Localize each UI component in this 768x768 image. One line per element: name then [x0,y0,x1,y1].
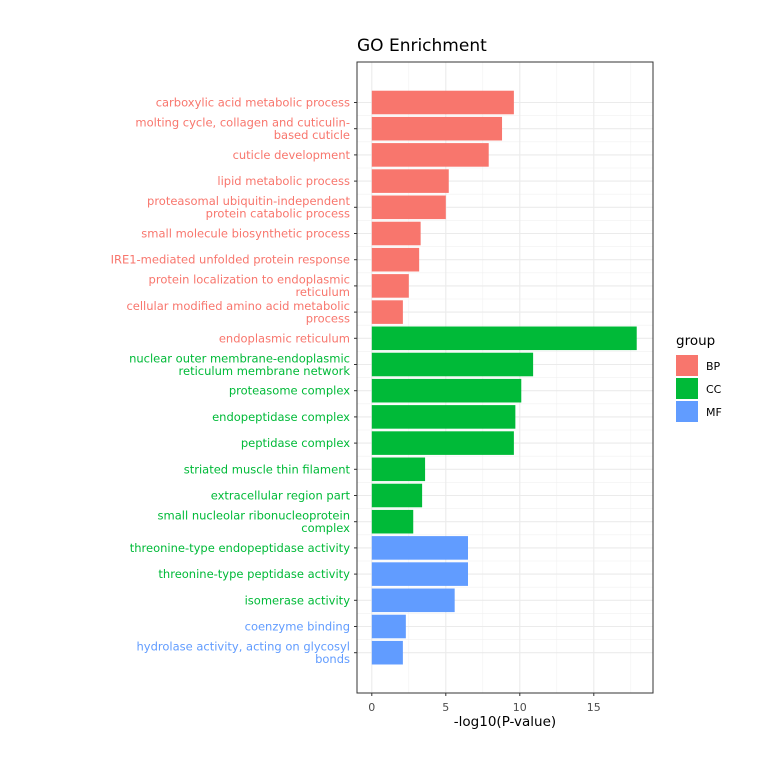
category-label-line: proteasomal ubiquitin-independent [147,194,350,208]
category-label-line: small nucleolar ribonucleoprotein [158,508,350,522]
category-label-line: small molecule biosynthetic process [141,227,350,241]
category-label: threonine-type peptidase activity [158,567,350,581]
category-label: striated muscle thin filament [184,462,351,476]
chart-title: GO Enrichment [357,36,487,56]
bar-cc [371,483,423,508]
category-label: isomerase activity [245,593,351,607]
category-label: proteasome complex [229,384,350,398]
x-tick-label: 0 [368,701,375,714]
bar-cc [371,326,637,351]
category-label-line: molting cycle, collagen and cuticulin- [135,115,350,129]
category-label-line: cellular modified amino acid metabolic [126,299,350,313]
category-label: nuclear outer membrane-endoplasmic reticu… [129,351,350,378]
bar-mf [371,640,403,665]
bar-bp [371,274,409,298]
category-label: lipid metabolic process [217,174,350,188]
category-label-line: endopeptidase complex [212,410,350,424]
x-axis-title: -log10(P-value) [454,714,556,730]
category-label: peptidase complex [241,436,350,450]
category-label-line: extracellular region part [211,489,351,503]
x-axis-ticks: 0 5 10 15 [368,693,601,714]
category-label: endopeptidase complex [212,410,350,424]
bar-cc [371,405,516,429]
category-label-line: process [306,311,350,325]
category-label-line: complex [301,521,350,535]
category-label-line: reticulum [295,285,350,299]
category-label: molting cycle, collagen and cuticulin-ba… [135,115,350,142]
category-label: endoplasmic reticulum [219,331,350,345]
category-label-line: bonds [315,652,350,666]
category-label-line: based cuticle [274,128,350,142]
bar-mf [371,536,468,560]
category-label-line: isomerase activity [245,593,351,607]
category-label-line: IRE1-mediated unfolded protein response [111,253,350,267]
bar-bp [371,300,403,324]
bar-mf [371,614,406,639]
plot-panel-border [356,61,654,694]
legend-key-bp [676,355,698,376]
minor-gridlines [357,62,653,693]
bar-mf [371,562,468,586]
bars [371,90,637,665]
legend-label-cc: CC [706,383,722,396]
category-label: hydrolase activity, acting on glycosyl bo… [136,639,350,666]
major-gridlines [357,62,653,693]
category-label-line: threonine-type peptidase activity [158,567,350,581]
category-label-line: hydrolase activity, acting on glycosyl [136,639,350,653]
x-tick-label: 5 [442,701,449,714]
category-label-line: protein catabolic process [206,207,350,221]
category-label-line: coenzyme binding [245,620,350,634]
legend: group BP CC MF [676,333,722,422]
bar-mf [371,588,455,613]
bar-bp [371,143,489,167]
category-label: IRE1-mediated unfolded protein response [111,253,350,267]
category-label: cuticle development [233,148,351,162]
category-label: coenzyme binding [245,620,350,634]
category-label: carboxylic acid metabolic process [156,96,350,110]
category-label-line: striated muscle thin filament [184,462,351,476]
bar-bp [371,90,514,115]
category-label: small molecule biosynthetic process [141,227,350,241]
bar-cc [371,352,534,377]
bar-cc [371,509,414,534]
bar-cc [371,431,514,455]
category-label-line: endoplasmic reticulum [219,331,350,345]
legend-label-mf: MF [706,406,722,419]
category-label: cellular modified amino acid metabolic pr… [126,299,350,326]
category-label-line: lipid metabolic process [217,174,350,188]
category-label-line: nuclear outer membrane-endoplasmic [129,351,350,365]
bar-bp [371,221,421,246]
category-label: extracellular region part [211,489,351,503]
y-axis-labels: carboxylic acid metabolic process molting… [111,96,351,666]
category-label: threonine-type endopeptidase activity [130,541,350,555]
y-axis-ticks [354,102,357,654]
bar-bp [371,247,420,272]
bar-bp [371,195,446,220]
bar-bp [371,116,503,141]
category-label-line: cuticle development [233,148,351,162]
category-label-line: proteasome complex [229,384,350,398]
category-label: small nucleolar ribonucleoprotein complex [158,508,351,535]
category-label-line: threonine-type endopeptidase activity [130,541,350,555]
legend-title: group [676,333,715,349]
category-label-line: carboxylic acid metabolic process [156,96,350,110]
category-label: protein localization to endoplasmic retic… [149,273,350,300]
bar-cc [371,457,426,482]
x-tick-label: 15 [587,701,601,714]
category-label-line: protein localization to endoplasmic [149,273,350,287]
bar-bp [371,169,449,193]
legend-key-cc [676,378,698,399]
category-label-line: peptidase complex [241,436,350,450]
category-label: proteasomal ubiquitin-independent protein… [147,194,350,221]
legend-label-bp: BP [706,360,721,373]
legend-key-mf [676,401,698,422]
category-label-line: reticulum membrane network [179,364,351,378]
x-tick-label: 10 [513,701,527,714]
bar-cc [371,378,522,403]
